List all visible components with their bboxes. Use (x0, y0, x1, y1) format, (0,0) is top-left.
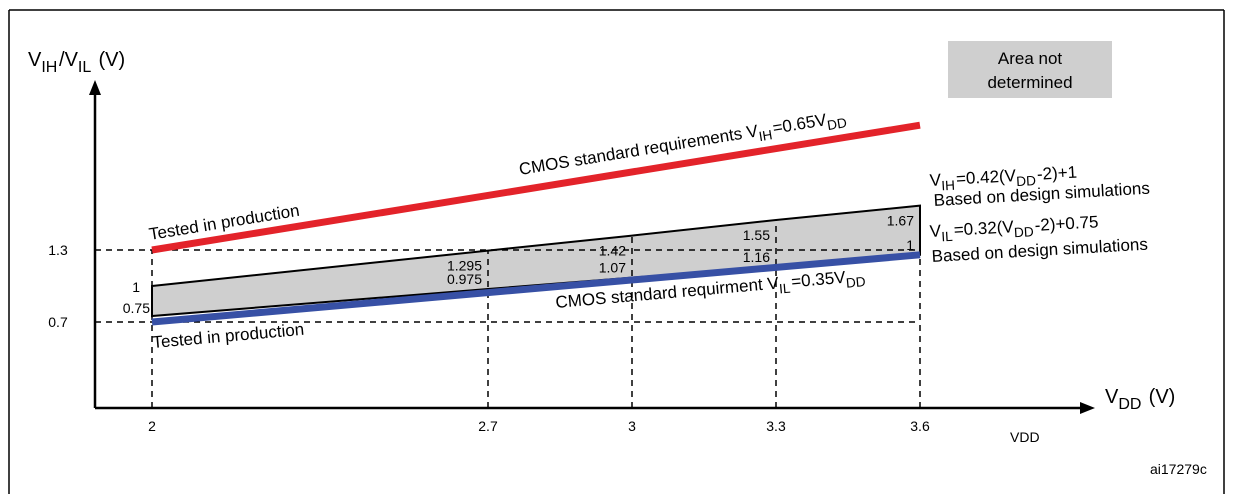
figure-id: ai17279c (1150, 461, 1207, 477)
cmos-vil-line (151, 251, 921, 326)
x-axis-arrow (1080, 402, 1095, 414)
legend-label-line1: Area not (998, 49, 1063, 68)
x-tick-2.7: 2.7 (478, 418, 498, 434)
vil-tested-label: Tested in production (152, 320, 305, 352)
vih-value-label: 1.42 (599, 243, 626, 259)
vil-value-label: 0.975 (447, 271, 482, 287)
x-axis-title: VDD (V) (1105, 386, 1175, 413)
x-tick-3.3: 3.3 (766, 418, 786, 434)
x-axis-caption: VDD (1010, 429, 1040, 445)
vih-value-label: 1 (132, 279, 140, 295)
vil-value-label: 0.75 (123, 300, 150, 316)
legend-area-not-determined (948, 41, 1112, 98)
vil-value-label: 1.07 (599, 260, 626, 276)
point-labels: 1 1.295 1.42 1.55 1.67 0.75 0.975 1.07 1.16 1 (123, 213, 914, 316)
vil-value-label: 1.16 (743, 249, 770, 265)
dashed-guides (95, 205, 921, 408)
sim-vil-note: Based on design simulations (931, 235, 1148, 266)
sim-vil-label: VIL =0.32(VDD -2)+0.75 (929, 212, 1099, 245)
x-tick-3: 3 (628, 418, 636, 434)
vih-value-label: 1.295 (447, 258, 482, 274)
y-tick-1.3: 1.3 (48, 242, 68, 258)
x-tick-labels: 2 2.7 3 3.3 3.6 (148, 418, 930, 434)
x-tick-3.6: 3.6 (910, 418, 930, 434)
y-axis-title: VIH /VIL (V) (28, 49, 125, 76)
legend-label-line2: determined (987, 73, 1072, 92)
vih-value-label: 1.67 (887, 213, 914, 229)
sim-vih-label: VIH =0.42(VDD -2)+1 (929, 163, 1078, 195)
y-axis-arrow (89, 80, 101, 95)
cmos-vih-line (151, 121, 921, 254)
y-tick-labels: 0.7 1.3 (48, 242, 68, 330)
x-tick-2: 2 (148, 418, 156, 434)
vih-value-label: 1.55 (743, 227, 770, 243)
vil-value-label: 1 (906, 237, 914, 253)
y-tick-0.7: 0.7 (48, 314, 68, 330)
